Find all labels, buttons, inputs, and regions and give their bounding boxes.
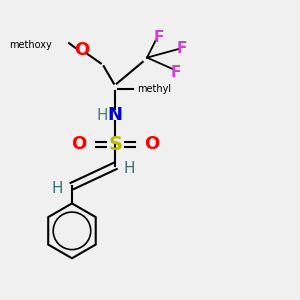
Text: H: H [124,161,136,176]
Text: O: O [72,135,87,153]
Text: O: O [144,135,159,153]
Text: H: H [52,182,63,196]
Text: F: F [171,64,181,80]
Text: methoxy: methoxy [9,40,52,50]
Text: F: F [176,41,187,56]
Text: S: S [108,135,122,154]
Text: N: N [108,106,123,124]
Text: methyl: methyl [137,84,171,94]
Text: H: H [97,108,108,123]
Text: F: F [153,30,164,45]
Text: O: O [74,41,90,59]
